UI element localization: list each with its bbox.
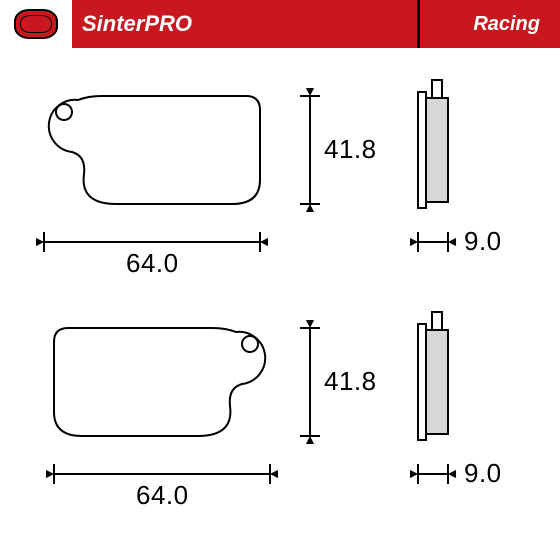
pad1-width-label: 64.0 [126, 248, 179, 279]
pad2-width-label: 64.0 [136, 480, 189, 511]
brand-logo-icon [14, 9, 58, 39]
pad1-height-label: 41.8 [324, 134, 377, 165]
brand-title: SinterPRO [72, 0, 417, 48]
pad1-thickness-label: 9.0 [464, 226, 502, 257]
brand-title-text: SinterPRO [82, 11, 192, 37]
pad2-thickness-label: 9.0 [464, 458, 502, 489]
logo-strip [0, 0, 72, 48]
pad2-height-label: 41.8 [324, 366, 377, 397]
diagram-canvas: 41.8 64.0 9.0 41.8 64.0 9.0 [0, 48, 560, 560]
category-strip: Racing [420, 0, 560, 48]
header-bar: SinterPRO Racing [0, 0, 560, 48]
category-text: Racing [473, 13, 540, 36]
